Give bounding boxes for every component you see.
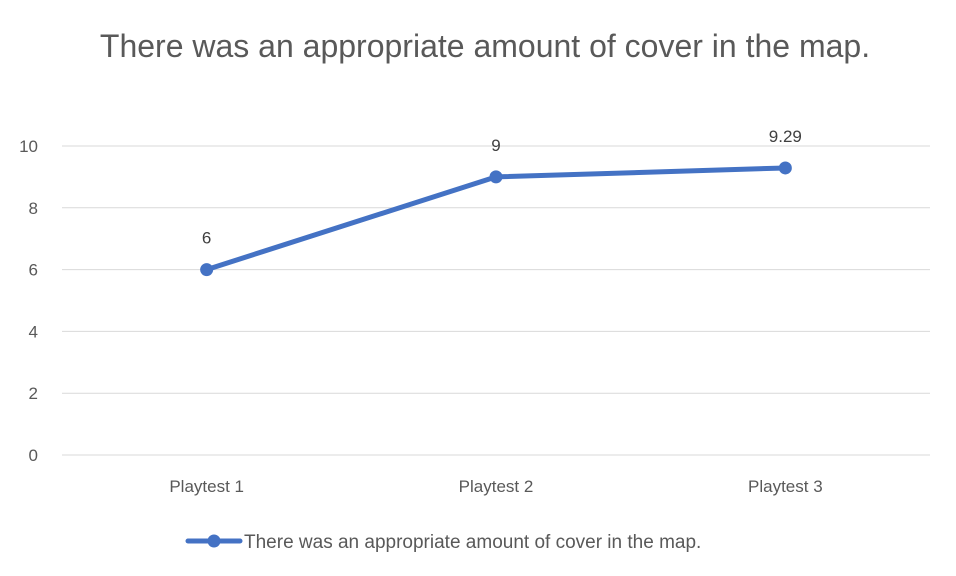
chart-title: There was an appropriate amount of cover…	[99, 28, 871, 64]
data-label: 9.29	[769, 127, 802, 146]
x-tick-label: Playtest 1	[169, 477, 244, 496]
data-point	[778, 161, 792, 175]
legend-marker-icon	[207, 534, 221, 548]
legend-label: There was an appropriate amount of cover…	[244, 532, 701, 553]
y-tick-label: 8	[29, 199, 38, 218]
y-tick-label: 6	[29, 261, 38, 280]
data-point	[489, 170, 503, 184]
x-tick-label: Playtest 3	[748, 477, 823, 496]
y-tick-label: 4	[29, 322, 38, 341]
data-label: 9	[491, 136, 500, 155]
x-tick-label: Playtest 2	[459, 477, 534, 496]
y-tick-label: 0	[29, 446, 38, 465]
y-tick-label: 2	[29, 384, 38, 403]
y-tick-label: 10	[19, 137, 38, 156]
data-label: 6	[202, 229, 211, 248]
data-point	[200, 263, 214, 277]
